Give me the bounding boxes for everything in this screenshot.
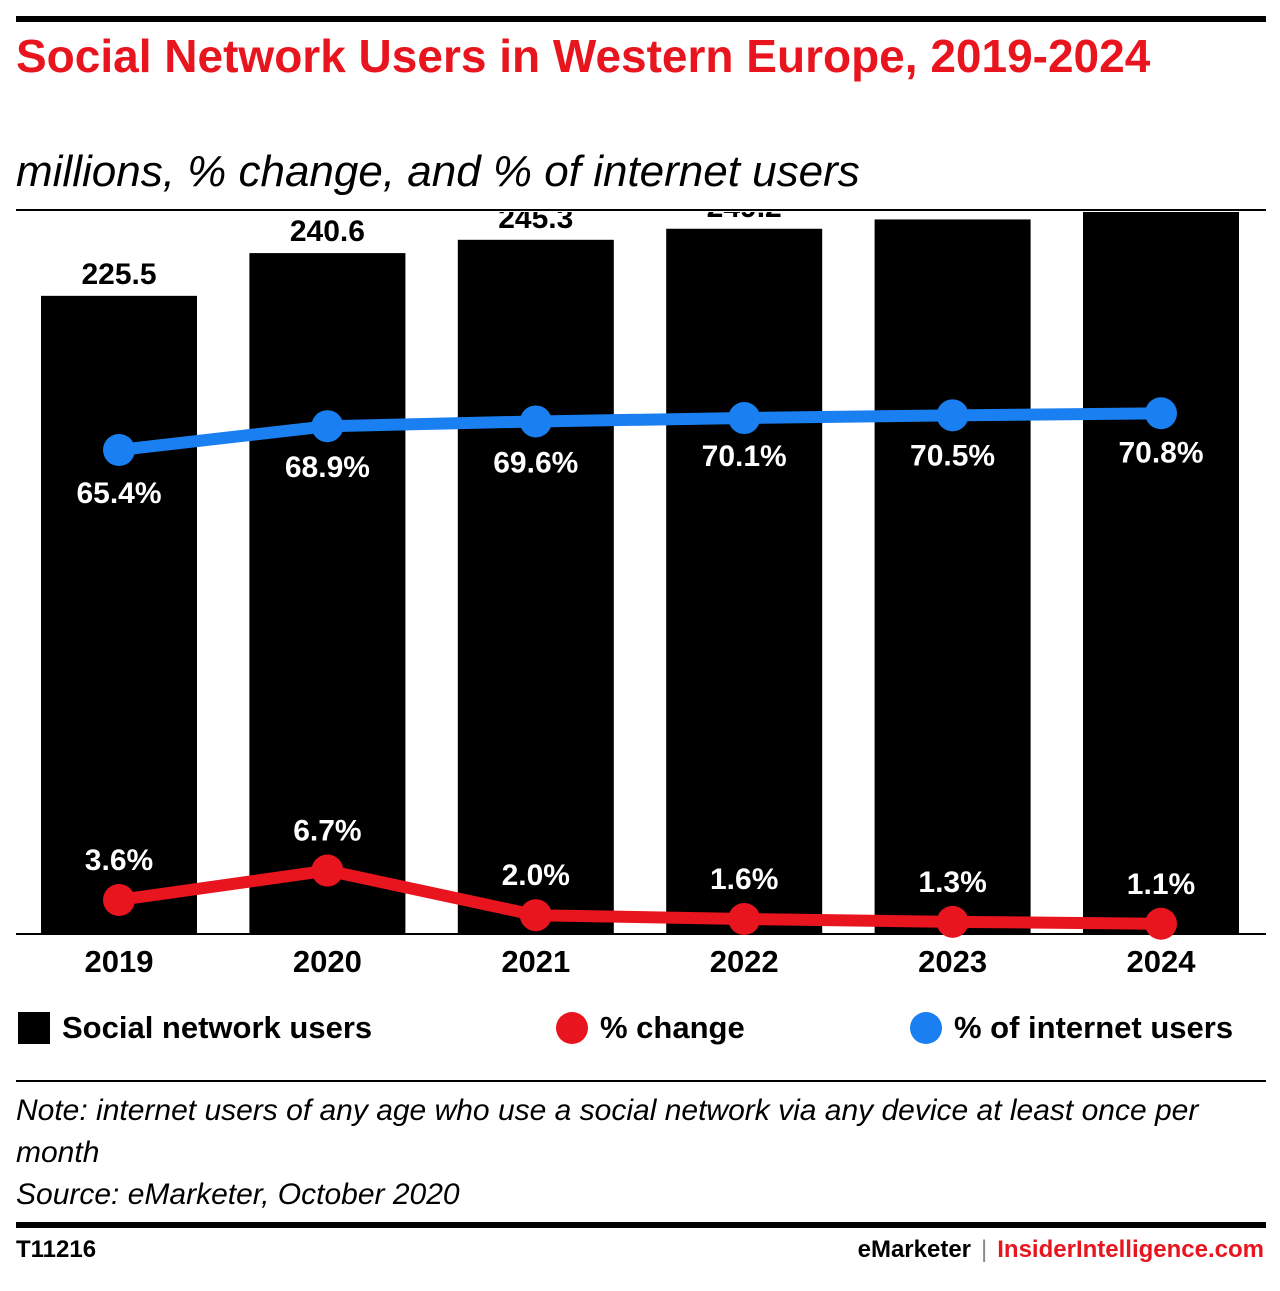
pct-change-value-label: 2.0% xyxy=(502,859,570,892)
internet-users-pct-point xyxy=(728,402,761,435)
legend-label: Social network users xyxy=(62,1010,373,1045)
internet-users-pct-point xyxy=(311,410,344,443)
notes-block: Note: internet users of any age who use … xyxy=(16,1090,1256,1216)
bar-2024 xyxy=(1083,212,1239,934)
internet-users-pct-point xyxy=(936,399,969,432)
legend-label: % of internet users xyxy=(954,1010,1234,1045)
legend-swatch-red-dot xyxy=(556,1012,588,1044)
bar-value-label: 252.5 xyxy=(915,212,990,214)
pct-change-point xyxy=(1145,907,1177,940)
internet-users-pct-point xyxy=(1145,397,1177,430)
internet-users-pct-point xyxy=(519,405,552,438)
chart-subtitle: millions, % change, and % of internet us… xyxy=(16,147,860,196)
note-text: Note: internet users of any age who use … xyxy=(16,1094,1199,1169)
pct-change-point xyxy=(728,903,761,935)
legend-item-percent-internet-users: % of internet users xyxy=(910,1008,1233,1048)
top-rule xyxy=(16,16,1266,22)
notes-rule xyxy=(16,1080,1266,1082)
chart-title: Social Network Users in Western Europe, … xyxy=(16,30,1151,82)
legend-item-percent-change: % change xyxy=(556,1008,745,1048)
footer-rule xyxy=(16,1222,1266,1228)
internet-users-pct-value-label: 70.1% xyxy=(702,440,787,473)
pct-change-value-label: 1.3% xyxy=(918,866,986,899)
pct-change-point xyxy=(519,899,552,932)
brand-name: eMarketer xyxy=(857,1236,972,1263)
bar-2021 xyxy=(457,239,614,934)
x-tick-label: 2020 xyxy=(293,944,362,979)
pct-change-value-label: 1.1% xyxy=(1127,868,1195,901)
footer-branding: eMarketer | InsiderIntelligence.com xyxy=(858,1236,1264,1264)
legend-label: % change xyxy=(600,1010,745,1045)
bar-value-label: 245.3 xyxy=(498,212,573,235)
internet-users-pct-value-label: 69.6% xyxy=(493,446,578,479)
internet-users-pct-value-label: 68.9% xyxy=(285,451,370,484)
source-text: Source: eMarketer, October 2020 xyxy=(16,1178,460,1211)
internet-users-pct-value-label: 70.8% xyxy=(1118,436,1203,469)
site-link[interactable]: InsiderIntelligence.com xyxy=(997,1236,1264,1263)
x-tick-label: 2022 xyxy=(710,944,779,979)
x-tick-label: 2019 xyxy=(85,944,154,979)
pct-change-value-label: 1.6% xyxy=(710,863,778,896)
pct-change-point xyxy=(311,854,344,887)
bar-2023 xyxy=(874,219,1031,935)
legend-item-social-network-users: Social network users xyxy=(18,1008,372,1048)
pct-change-value-label: 6.7% xyxy=(293,815,361,848)
bar-value-label: 240.6 xyxy=(290,215,365,248)
bar-2022 xyxy=(666,228,823,934)
legend-swatch-bar xyxy=(18,1012,50,1044)
internet-users-pct-point xyxy=(103,434,135,466)
subtitle-rule xyxy=(16,209,1266,211)
pct-change-point xyxy=(936,905,969,938)
legend-swatch-blue-dot xyxy=(910,1012,942,1044)
pct-change-line xyxy=(113,864,1167,930)
internet-users-pct-value-label: 65.4% xyxy=(76,477,161,510)
bar-value-label: 249.2 xyxy=(707,212,782,224)
internet-users-pct-value-label: 70.5% xyxy=(910,439,995,472)
chart-code: T11216 xyxy=(16,1236,97,1263)
x-tick-label: 2021 xyxy=(501,944,570,979)
x-tick-label: 2024 xyxy=(1127,944,1197,979)
pct-change-point xyxy=(103,884,135,916)
bar-2019 xyxy=(41,295,197,935)
footer-separator: | xyxy=(981,1236,988,1263)
pct-change-value-label: 3.6% xyxy=(85,844,153,877)
x-tick-label: 2023 xyxy=(918,944,987,979)
chart-plot: 225.5 2019 240.6 2020 245.3 2021 249.2 2022 252.… xyxy=(16,212,1266,979)
bar-value-label: 225.5 xyxy=(81,258,156,291)
internet-users-pct-line xyxy=(113,407,1167,456)
bar-2020 xyxy=(249,253,406,935)
